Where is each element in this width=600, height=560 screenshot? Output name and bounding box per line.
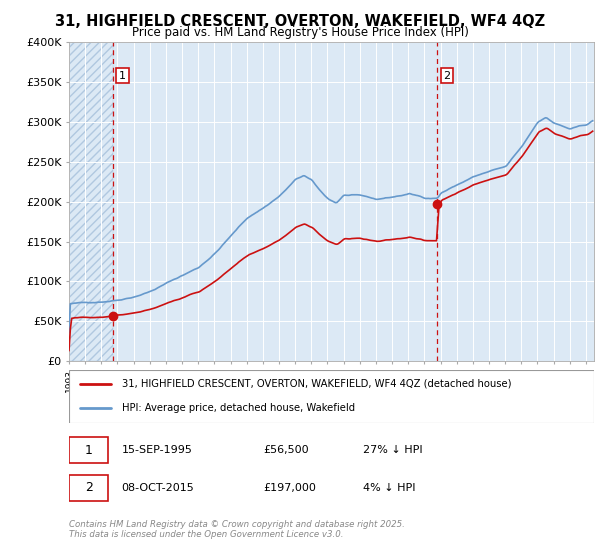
FancyBboxPatch shape bbox=[69, 370, 594, 423]
Text: Contains HM Land Registry data © Crown copyright and database right 2025.
This d: Contains HM Land Registry data © Crown c… bbox=[69, 520, 405, 539]
Text: HPI: Average price, detached house, Wakefield: HPI: Average price, detached house, Wake… bbox=[121, 403, 355, 413]
Text: 31, HIGHFIELD CRESCENT, OVERTON, WAKEFIELD, WF4 4QZ (detached house): 31, HIGHFIELD CRESCENT, OVERTON, WAKEFIE… bbox=[121, 379, 511, 389]
Text: £56,500: £56,500 bbox=[263, 445, 309, 455]
Text: 1: 1 bbox=[85, 444, 92, 456]
Text: 1: 1 bbox=[119, 71, 126, 81]
Text: 31, HIGHFIELD CRESCENT, OVERTON, WAKEFIELD, WF4 4QZ: 31, HIGHFIELD CRESCENT, OVERTON, WAKEFIE… bbox=[55, 14, 545, 29]
Text: £197,000: £197,000 bbox=[263, 483, 316, 493]
Text: 15-SEP-1995: 15-SEP-1995 bbox=[121, 445, 193, 455]
FancyBboxPatch shape bbox=[69, 475, 109, 501]
Text: 08-OCT-2015: 08-OCT-2015 bbox=[121, 483, 194, 493]
Bar bbox=[69, 42, 113, 361]
Text: Price paid vs. HM Land Registry's House Price Index (HPI): Price paid vs. HM Land Registry's House … bbox=[131, 26, 469, 39]
Text: 4% ↓ HPI: 4% ↓ HPI bbox=[363, 483, 415, 493]
Text: 2: 2 bbox=[443, 71, 451, 81]
Text: 27% ↓ HPI: 27% ↓ HPI bbox=[363, 445, 422, 455]
Text: 2: 2 bbox=[85, 482, 92, 494]
FancyBboxPatch shape bbox=[69, 437, 109, 463]
